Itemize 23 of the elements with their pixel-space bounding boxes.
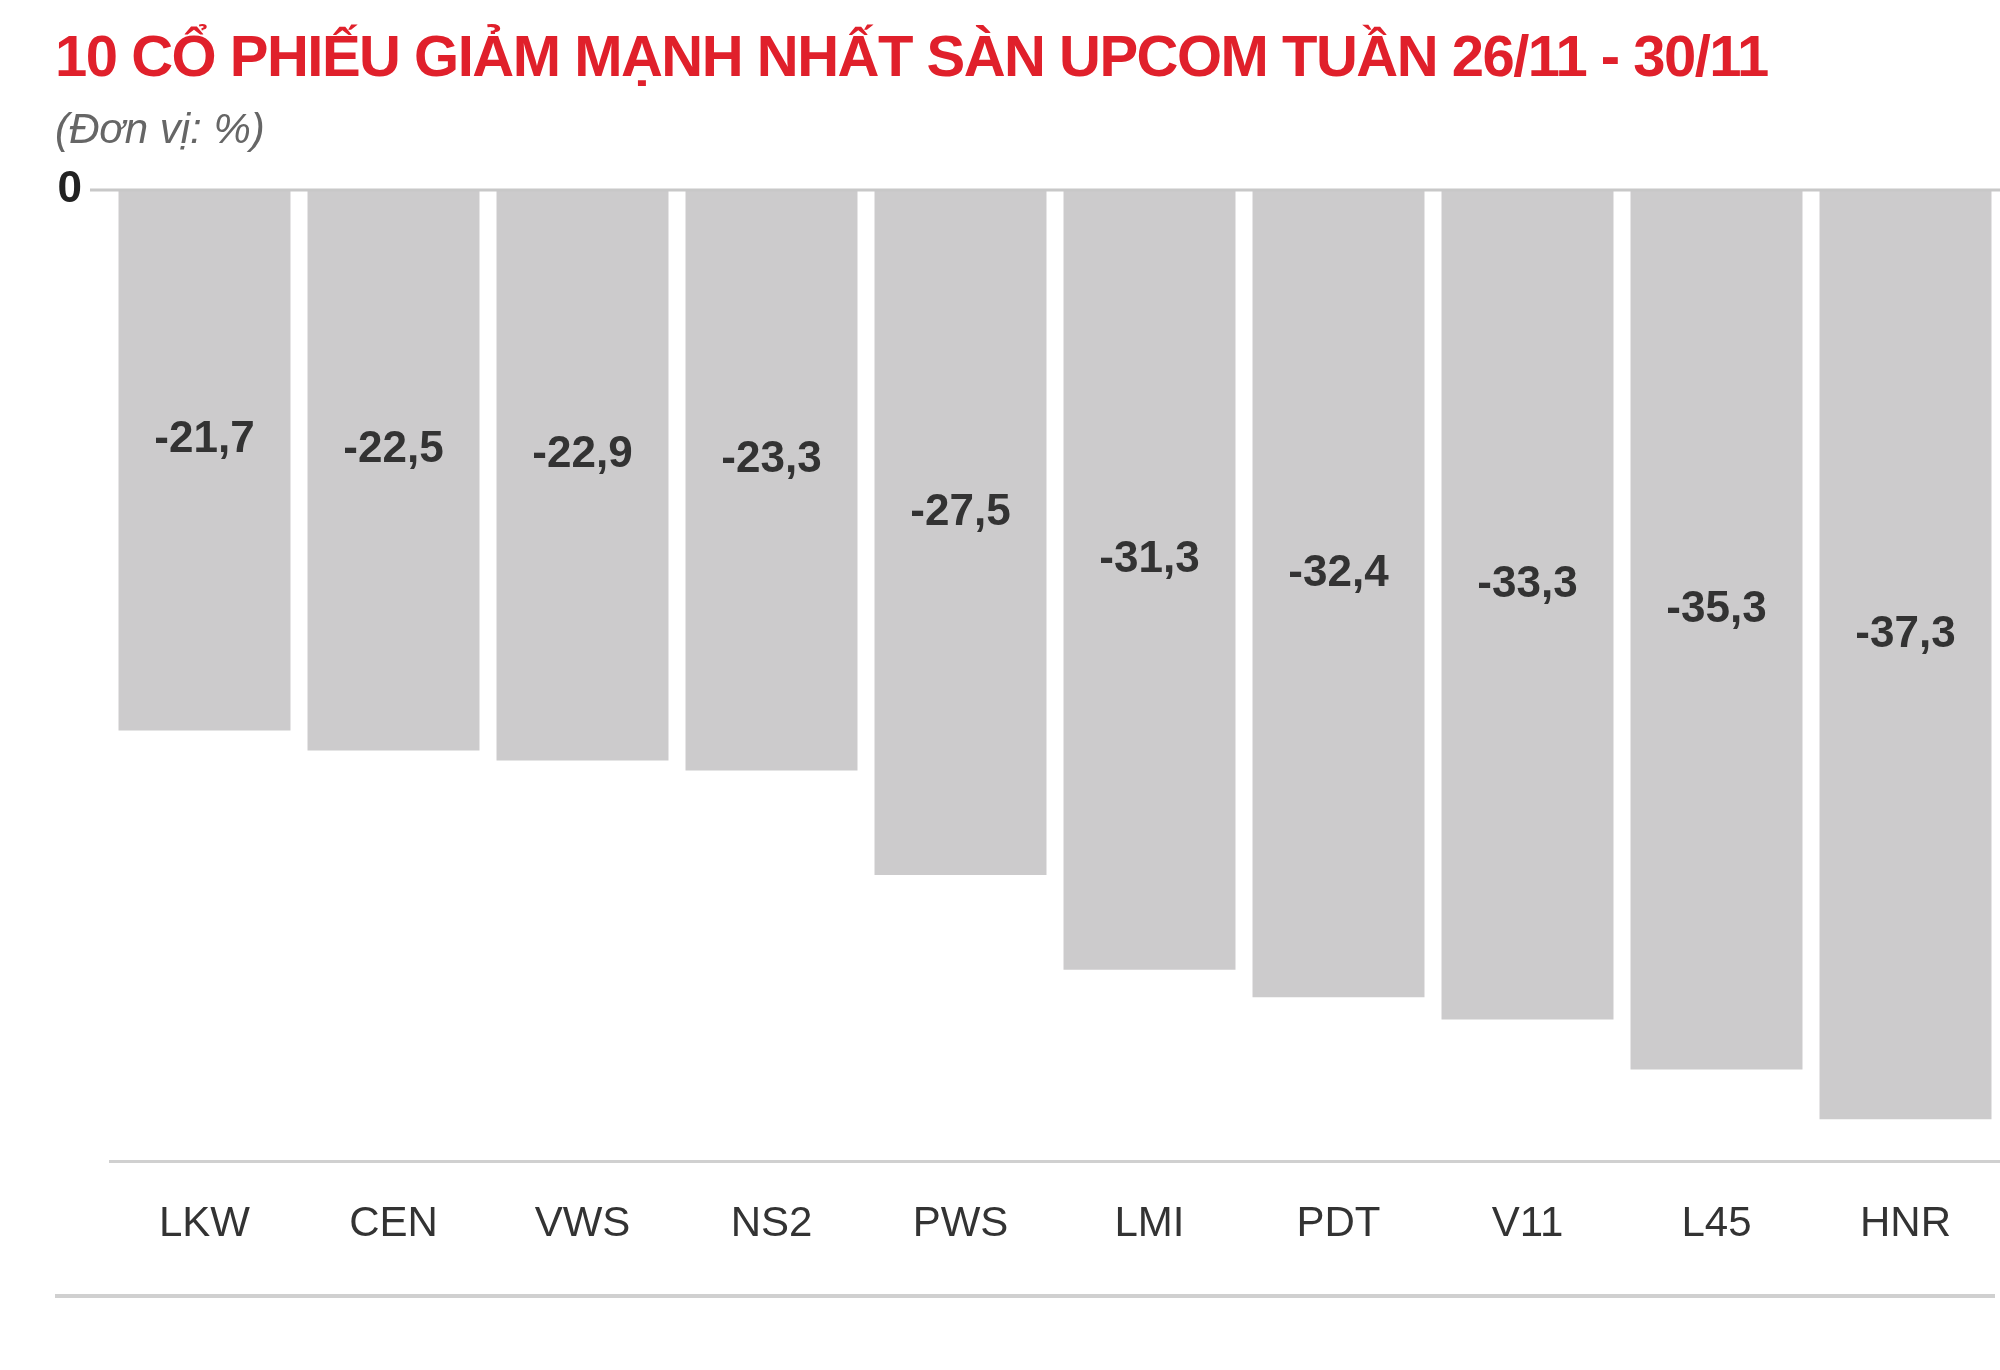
x-tick-label: V11 xyxy=(1491,1198,1564,1246)
x-tick-label: L45 xyxy=(1681,1198,1752,1246)
chart-subtitle: (Đơn vị: %) xyxy=(55,105,265,153)
x-tick-label: PDT xyxy=(1296,1198,1381,1246)
x-tick-label: NS2 xyxy=(730,1198,813,1246)
data-label: -21,7 xyxy=(154,412,255,462)
x-tick-label: LKW xyxy=(158,1198,251,1246)
chart-title: 10 CỔ PHIẾU GIẢM MẠNH NHẤT SÀN UPCOM TUẦN 26/11 - 30/11 xyxy=(55,22,1768,89)
x-tick-label: HNR xyxy=(1860,1198,1951,1246)
x-tick-label: LMI xyxy=(1114,1198,1185,1246)
data-label: -23,3 xyxy=(721,432,822,482)
data-label: -22,5 xyxy=(343,422,444,472)
data-label: -32,4 xyxy=(1288,545,1390,595)
x-tick-label: PWS xyxy=(912,1198,1009,1246)
x-tick-label: VWS xyxy=(534,1198,631,1246)
data-label: -33,3 xyxy=(1477,556,1578,606)
ref-line-label: 0 xyxy=(57,162,82,212)
data-label: -31,3 xyxy=(1099,532,1200,582)
data-label: -22,9 xyxy=(532,427,633,477)
data-label: -37,3 xyxy=(1855,606,1956,656)
x-tick-label: CEN xyxy=(349,1198,438,1246)
data-label: -35,3 xyxy=(1666,581,1767,631)
data-label: -27,5 xyxy=(910,484,1011,534)
